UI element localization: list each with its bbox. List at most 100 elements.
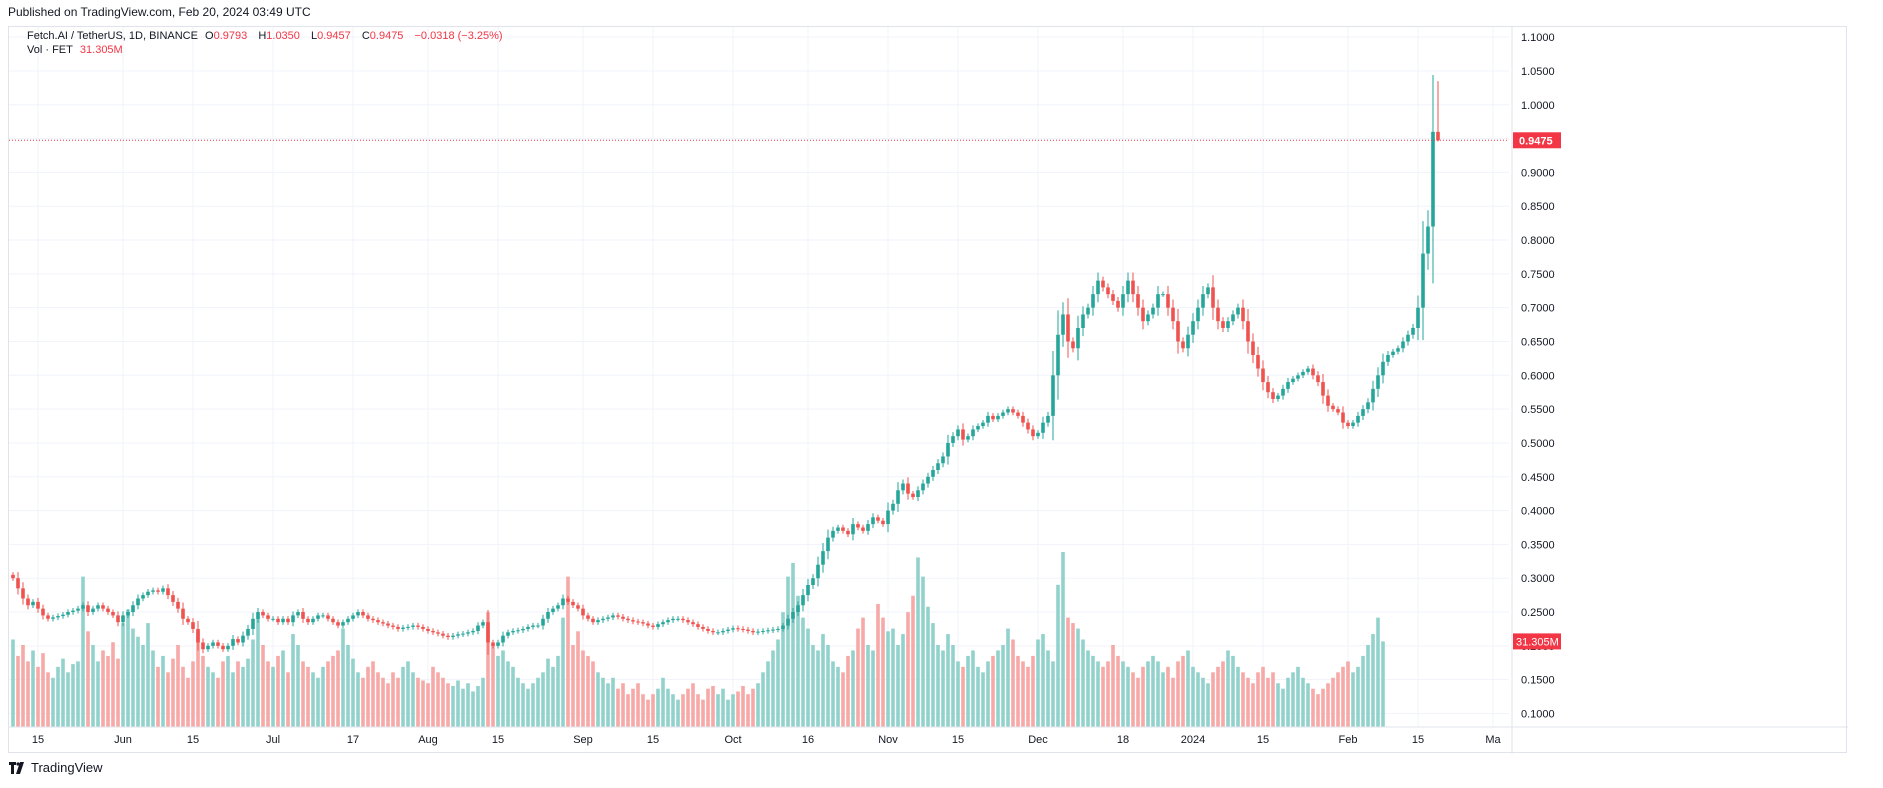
- candle-body: [841, 527, 845, 531]
- volume-bar: [11, 639, 15, 727]
- tradingview-logo[interactable]: TradingView: [9, 760, 103, 775]
- volume-bar: [441, 677, 445, 727]
- candle-body: [886, 510, 890, 525]
- volume-bar: [721, 688, 725, 727]
- volume-bar: [1136, 677, 1140, 727]
- volume-bar: [531, 683, 535, 727]
- volume-bar: [131, 628, 135, 727]
- candle-body: [56, 616, 60, 618]
- volume-bar: [806, 628, 810, 727]
- volume-bar: [541, 672, 545, 727]
- volume-bar: [771, 650, 775, 727]
- candle-body: [1066, 314, 1070, 342]
- volume-value: 31.305M: [79, 44, 123, 56]
- candle-body: [801, 595, 805, 606]
- volume-bar: [1011, 639, 1015, 727]
- candle-body: [731, 628, 735, 630]
- candle-body: [1206, 287, 1210, 295]
- candle-body: [1111, 294, 1115, 301]
- volume-bar: [596, 672, 600, 727]
- volume-bar: [591, 661, 595, 727]
- volume-bar: [1111, 644, 1115, 727]
- y-tick-label: 0.4000: [1521, 506, 1555, 518]
- volume-bar: [991, 655, 995, 727]
- volume-bar: [536, 677, 540, 727]
- candle-body: [621, 616, 625, 619]
- volume-bar: [996, 650, 1000, 727]
- candle-body: [766, 630, 770, 632]
- candle-body: [111, 612, 115, 616]
- candle-body: [1411, 327, 1415, 335]
- volume-bar: [736, 691, 740, 727]
- volume-bar: [901, 634, 905, 727]
- y-tick-label: 0.9000: [1521, 167, 1555, 179]
- candle-body: [596, 620, 600, 623]
- volume-bar: [976, 666, 980, 727]
- volume-bar: [391, 672, 395, 727]
- volume-bar: [751, 688, 755, 727]
- volume-bar: [36, 666, 40, 727]
- volume-bar: [141, 644, 145, 727]
- candle-body: [1236, 307, 1240, 315]
- candle-body: [426, 628, 430, 631]
- candle-body: [1296, 375, 1300, 379]
- chart-frame[interactable]: 1.10001.05001.00000.95000.90000.85000.80…: [8, 26, 1848, 754]
- volume-bar: [41, 653, 45, 727]
- volume-bar: [341, 628, 345, 727]
- volume-bar: [506, 661, 510, 727]
- volume-bar: [26, 661, 30, 727]
- close-label: C: [361, 30, 370, 42]
- volume-bar: [1031, 655, 1035, 727]
- y-tick-label: 0.5000: [1521, 438, 1555, 450]
- candle-body: [741, 628, 745, 630]
- volume-bar: [216, 677, 220, 727]
- volume-bar: [381, 677, 385, 727]
- candle-body: [316, 615, 320, 619]
- volume-bar: [61, 658, 65, 727]
- volume-bar: [1201, 677, 1205, 727]
- candle-body: [1041, 422, 1045, 433]
- volume-badge-text: 31.305M: [1516, 636, 1559, 648]
- candle-body: [1151, 307, 1155, 315]
- volume-bar: [516, 677, 520, 727]
- candle-body: [1121, 294, 1125, 308]
- candle-body: [86, 605, 90, 613]
- candle-body: [356, 612, 360, 616]
- volume-bar: [1141, 666, 1145, 727]
- volume-bar: [696, 694, 700, 727]
- volume-bar: [586, 655, 590, 727]
- volume-bar: [666, 688, 670, 727]
- candle-body: [186, 618, 190, 623]
- last-price-badge-text: 0.9475: [1519, 135, 1553, 147]
- volume-bar: [1216, 666, 1220, 727]
- candle-body: [701, 626, 705, 629]
- candle-body: [226, 645, 230, 650]
- candle-body: [736, 628, 740, 630]
- candle-body: [891, 503, 895, 511]
- candle-body: [1166, 294, 1170, 308]
- volume-bar: [821, 634, 825, 727]
- candle-body: [196, 628, 200, 643]
- candle-body: [41, 608, 45, 616]
- time-axis: 15 Jun 15 Jul 17 Aug 15 Sep 15 Oct 16 Nov 15 Dec 18 202…: [32, 734, 1502, 746]
- volume-bar: [1026, 666, 1030, 727]
- candle-body: [826, 537, 830, 552]
- volume-bar: [1021, 661, 1025, 727]
- y-tick-label: 0.4500: [1521, 472, 1555, 484]
- candlestick-chart[interactable]: 1.10001.05001.00000.95000.90000.85000.80…: [9, 27, 1848, 754]
- candle-body: [516, 630, 520, 632]
- volume-bar: [286, 672, 290, 727]
- candle-body: [806, 584, 810, 596]
- x-tick-label: 15: [492, 734, 504, 746]
- candle-body: [971, 429, 975, 437]
- volume-bar: [471, 691, 475, 727]
- volume-bar: [786, 576, 790, 727]
- volume-bar: [1191, 666, 1195, 727]
- volume-bar: [451, 685, 455, 727]
- volume-bar: [1326, 683, 1330, 727]
- low-label: L: [310, 30, 318, 42]
- volume-bar: [426, 683, 430, 727]
- candle-body: [1311, 368, 1315, 376]
- x-tick-label: Oct: [724, 734, 741, 746]
- volume-bar: [931, 623, 935, 727]
